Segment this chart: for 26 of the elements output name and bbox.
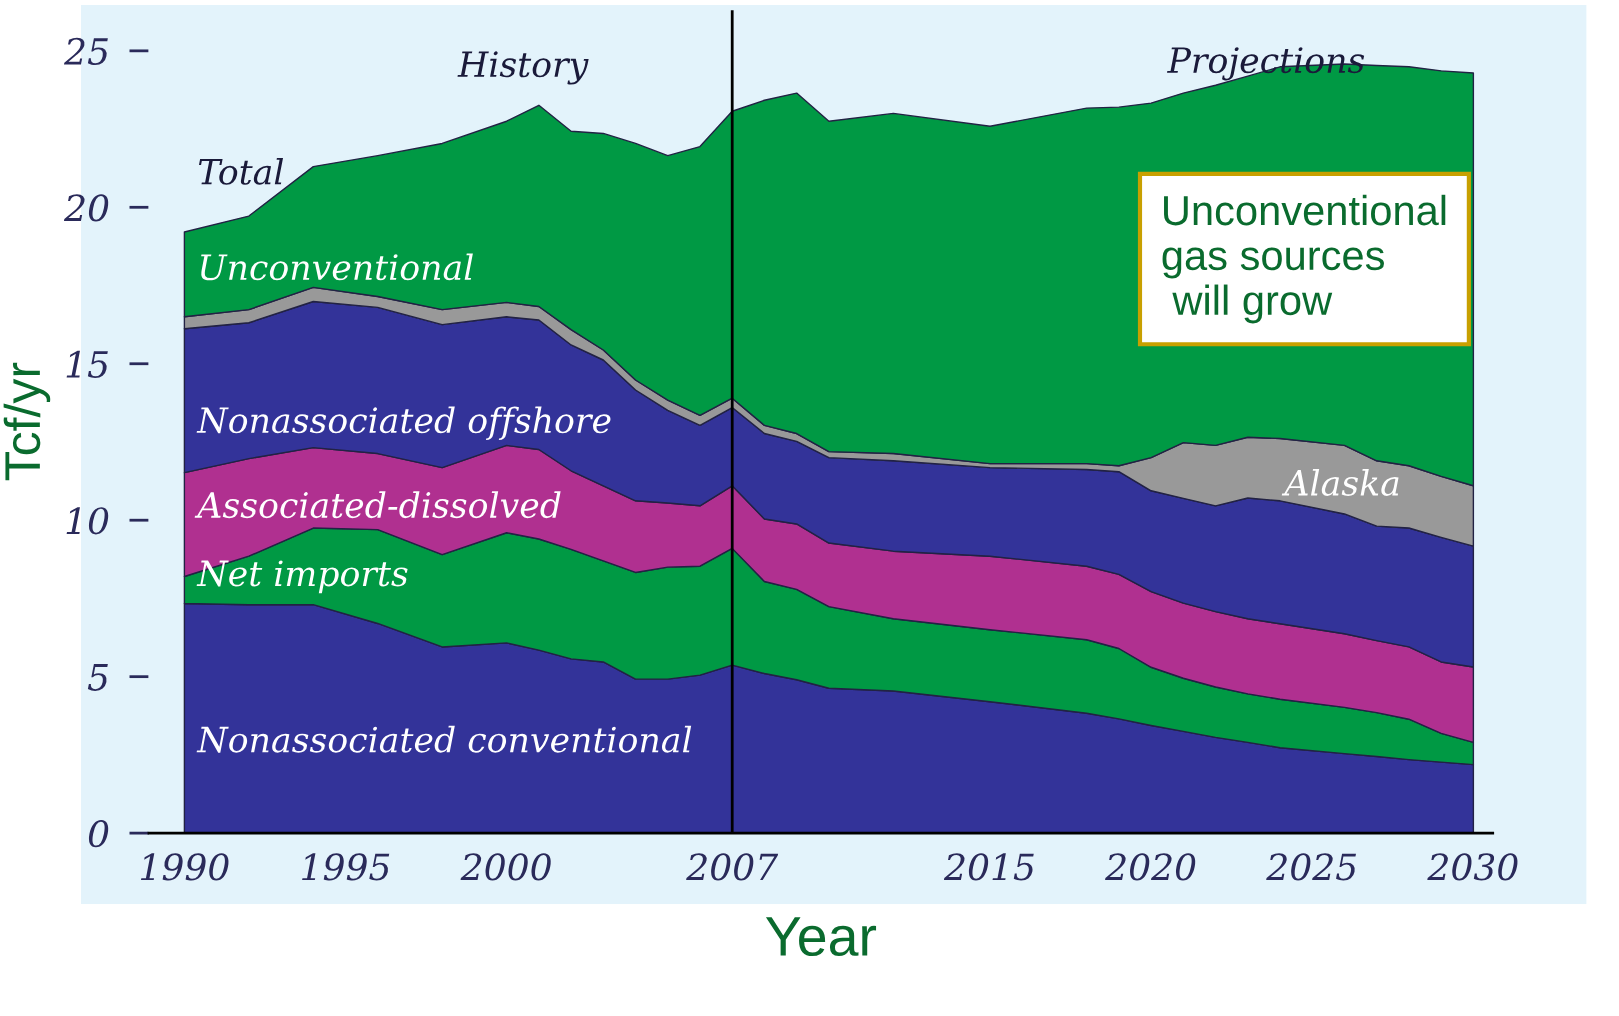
x-axis-title: Year: [765, 917, 877, 957]
annotation: History: [457, 51, 589, 85]
y-axis-title: Tcf/yr: [3, 362, 51, 481]
x-tick-label: 2025: [1266, 853, 1356, 881]
x-tick-label: 2007: [686, 853, 779, 881]
y-tick-label: 20: [63, 194, 109, 222]
x-tick-label: 2030: [1427, 853, 1518, 881]
y-tick-label: 15: [66, 350, 108, 378]
x-tick-label: 2000: [460, 853, 551, 881]
annotation: Net imports: [196, 560, 408, 594]
x-tick-label: 1995: [302, 853, 390, 881]
annotation: Projections: [1167, 47, 1365, 81]
y-tick-label: 10: [66, 507, 109, 535]
x-tick-label: 1990: [140, 853, 229, 881]
y-tick-label: 0: [88, 820, 109, 848]
y-tick-label: 5: [87, 664, 108, 691]
annotation: Nonassociated conventional: [196, 725, 692, 753]
annotation: Unconventional gas sources will grow: [1162, 194, 1446, 324]
x-tick-label: 2015: [943, 853, 1034, 881]
annotation: Associated-dissolved: [194, 491, 561, 519]
y-tick-label: 25: [63, 37, 108, 66]
x-tick-label: 2020: [1105, 853, 1196, 881]
annotation: Nonassociated offshore: [196, 406, 611, 441]
annotation: Total: [198, 157, 284, 185]
annotation: Alaska: [1281, 469, 1399, 496]
annotation: Unconventional: [201, 253, 473, 281]
